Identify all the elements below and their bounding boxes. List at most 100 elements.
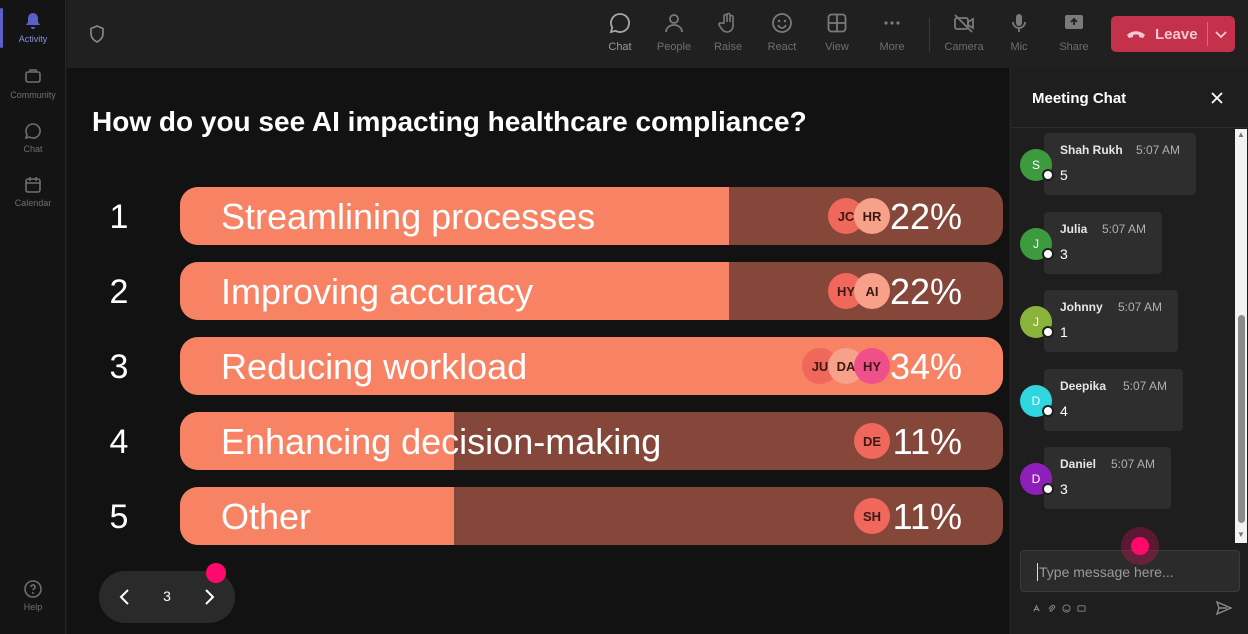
chat-message-bubble: Julia 5:07 AM 3 [1044, 211, 1162, 274]
poll-option-row: 5 Other SH 11% [67, 487, 1009, 545]
chat-message: Johnny 5:07 AM 1 J [1019, 290, 1219, 352]
poll-option-number: 4 [109, 423, 129, 461]
chat-message-text: 3 [1060, 481, 1068, 497]
toolbar-share-button[interactable]: Share [1049, 10, 1099, 62]
scroll-up-arrow-icon[interactable]: ▲ [1237, 130, 1245, 139]
rail-item-activity[interactable]: Activity [0, 10, 66, 60]
click-indicator-dot [206, 563, 226, 583]
poll-option-row: 2 Improving accuracy HY AI 22% [67, 262, 1009, 320]
toolbar-label: React [767, 41, 797, 53]
emoji-icon[interactable] [1061, 603, 1071, 613]
toolbar-divider [929, 18, 930, 52]
rail-label: Chat [23, 144, 43, 154]
presence-status-dot [1042, 247, 1054, 260]
people-icon [661, 10, 687, 36]
poll-result-bar: Improving accuracy HY AI 22% [180, 262, 1003, 320]
attach-icon[interactable] [1046, 603, 1056, 613]
poll-option-percent: 34% [889, 346, 962, 387]
voter-avatar: HR [854, 198, 890, 234]
presence-status-dot [1042, 483, 1054, 495]
chat-sender-name: Julia [1060, 221, 1088, 236]
poll-option-label: Reducing workload [221, 346, 528, 387]
rail-label: Activity [18, 34, 48, 44]
rail-item-help[interactable]: Help [0, 578, 66, 628]
poll-question: How do you see AI impacting healthcare c… [92, 106, 807, 137]
react-smiley-icon [769, 10, 795, 36]
poll-option-number: 5 [109, 498, 129, 536]
chat-message-time: 5:07 AM [1122, 378, 1167, 393]
rail-item-community[interactable]: Community [0, 66, 66, 116]
poll-option-label: Improving accuracy [221, 271, 534, 312]
toolbar-raise-button[interactable]: Raise [703, 10, 753, 62]
chevron-down-icon[interactable] [1213, 26, 1229, 42]
poll-option-row: 1 Streamlining processes JC HR 22% [67, 187, 1009, 245]
poll-result-bar: Reducing workload JU DA HY 34% [180, 337, 1003, 395]
chevron-left-icon[interactable] [113, 585, 137, 609]
chat-title: Meeting Chat [1032, 90, 1127, 107]
chat-message-text: 5 [1060, 167, 1068, 183]
toolbar-react-button[interactable]: React [757, 10, 807, 62]
chat-message-time: 5:07 AM [1110, 457, 1155, 471]
poll-option-number: 1 [109, 198, 129, 236]
poll-result-bar: Enhancing decision-making DE 11% [180, 412, 1003, 470]
poll-option-percent: 22% [889, 271, 962, 312]
chevron-right-icon[interactable] [197, 585, 221, 609]
close-icon[interactable] [1209, 90, 1225, 106]
voter-avatar: HY [854, 348, 890, 384]
toolbar-chat-button[interactable]: Chat [595, 10, 645, 62]
send-icon[interactable] [1215, 599, 1233, 617]
chat-message: Daniel 5:07 AM 3 D [1019, 447, 1219, 509]
leave-button[interactable]: Leave [1111, 16, 1235, 52]
chat-message-bubble: Daniel 5:07 AM 3 [1044, 447, 1171, 509]
chat-message-input[interactable]: Type message here... [1020, 550, 1240, 592]
poll-result-fill [180, 262, 729, 320]
leave-label: Leave [1155, 25, 1198, 43]
toolbar-label: Mic [1010, 41, 1028, 53]
rail-active-indicator [0, 8, 3, 48]
toolbar-label: Camera [944, 41, 984, 53]
poll-option-label: Other [221, 496, 312, 537]
toolbar-label: Raise [713, 41, 743, 53]
toolbar-label: View [825, 41, 849, 53]
chat-message: Julia 5:07 AM 3 J [1019, 211, 1219, 274]
left-rail: Activity Community Chat Calendar Help [0, 0, 66, 634]
chat-message-list[interactable]: Shah Rukh 5:07 AM 5 S Julia 5:07 AM 3 J Johnny 5:… [1011, 129, 1235, 543]
format-icon[interactable] [1031, 603, 1041, 613]
scrollbar-thumb[interactable] [1238, 315, 1245, 523]
chat-scrollbar[interactable]: ▲ ▼ [1235, 129, 1247, 543]
toolbar-people-button[interactable]: People [649, 10, 699, 62]
presence-status-dot [1042, 404, 1054, 417]
toolbar-view-button[interactable]: View [812, 10, 862, 62]
chat-header: Meeting Chat [1011, 68, 1248, 128]
toolbar-mic-button[interactable]: Mic [994, 10, 1044, 62]
shield-icon[interactable] [87, 24, 107, 44]
poll-option-percent: 22% [889, 196, 962, 237]
poll-option-percent: 11% [892, 496, 962, 537]
chat-message-bubble: Deepika 5:07 AM 4 [1044, 368, 1183, 431]
meeting-chat-panel: Meeting Chat Shah Rukh 5:07 AM 5 S Julia 5:07… [1010, 68, 1248, 634]
poll-result-fill [180, 412, 454, 470]
rail-item-calendar[interactable]: Calendar [0, 174, 66, 224]
rail-item-chat[interactable]: Chat [0, 120, 66, 170]
help-icon [22, 578, 44, 600]
voter-avatar: AI [854, 273, 890, 309]
toolbar-camera-button[interactable]: Camera [939, 10, 989, 62]
poll-option-label: Enhancing decision-making [221, 421, 662, 462]
gif-icon[interactable] [1076, 603, 1086, 613]
scroll-down-arrow-icon[interactable]: ▼ [1237, 530, 1245, 539]
poll-results-panel: How do you see AI impacting healthcare c… [67, 68, 1009, 634]
toolbar-more-button[interactable]: More [867, 10, 917, 62]
cursor-click-indicator [1121, 527, 1159, 565]
poll-option-row: 3 Reducing workload JU DA HY 34% [67, 337, 1009, 395]
chat-message-text: 4 [1060, 402, 1068, 419]
chat-bubble-icon [22, 120, 44, 142]
chat-message: Deepika 5:07 AM 4 D [1019, 368, 1219, 431]
community-icon [22, 66, 44, 88]
share-icon [1061, 10, 1087, 36]
chat-input-placeholder: Type message here... [1039, 564, 1174, 580]
poll-option-number: 2 [109, 273, 129, 311]
poll-result-fill [180, 487, 454, 545]
rail-label: Community [10, 90, 56, 100]
presence-status-dot [1042, 326, 1054, 338]
chat-format-tools [1031, 603, 1086, 613]
